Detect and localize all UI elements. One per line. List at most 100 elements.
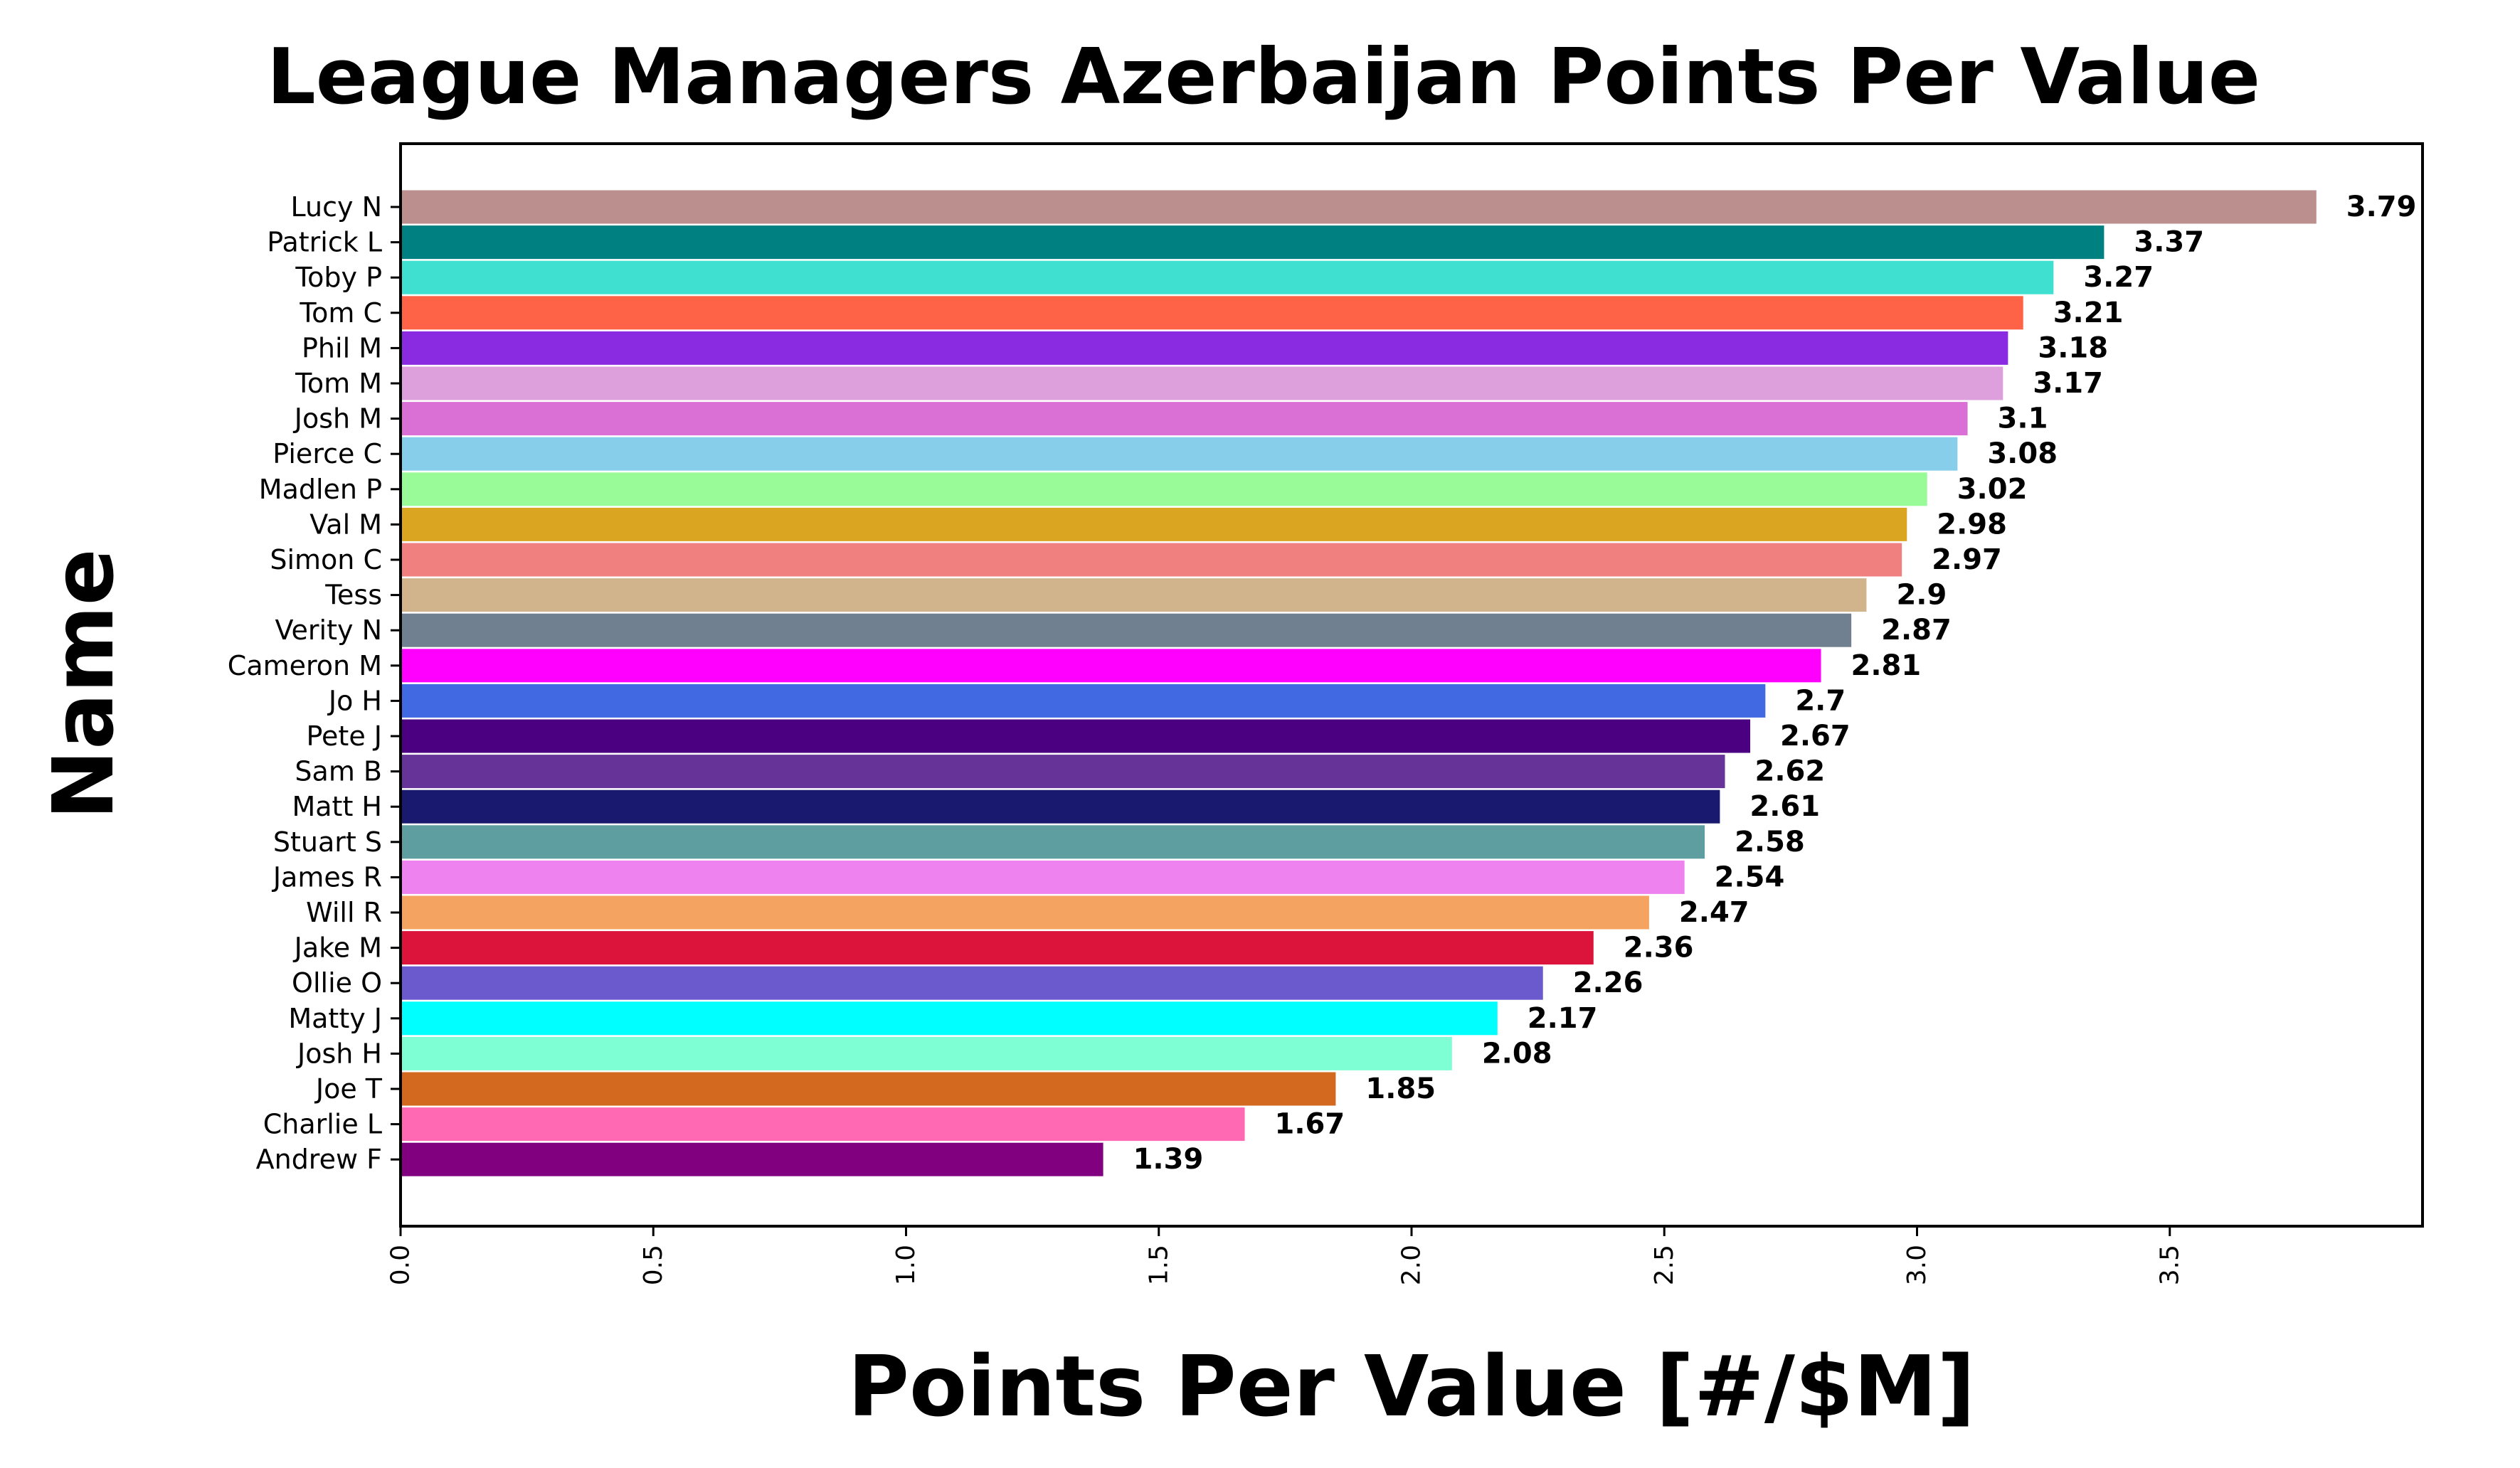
- value-label: 2.47: [1679, 896, 1749, 929]
- value-label: 2.54: [1715, 861, 1785, 893]
- category-label: Stuart S: [273, 826, 382, 858]
- category-label: Lucy N: [291, 191, 382, 223]
- category-label: Matt H: [292, 791, 382, 822]
- category-label: Andrew F: [256, 1144, 382, 1175]
- category-label: Madlen P: [259, 474, 382, 505]
- bar-andrew-f: [401, 1142, 1103, 1176]
- bar-tess: [401, 578, 1867, 612]
- category-label: Tess: [324, 580, 382, 611]
- plot-frame: [399, 142, 2424, 1228]
- bar-lucy-n: [401, 190, 2317, 224]
- bar-james-r: [401, 860, 1685, 894]
- x-tick-label: 0.0: [386, 1245, 415, 1285]
- value-label: 3.08: [1987, 437, 2058, 470]
- x-axis-label: Points Per Value [#/$M]: [848, 1337, 1976, 1435]
- x-tick-label: 1.0: [891, 1245, 921, 1285]
- bar-sam-b: [401, 755, 1725, 789]
- value-label: 3.18: [2038, 331, 2108, 364]
- category-label: Tom C: [299, 297, 382, 329]
- category-label: Tom M: [295, 368, 382, 399]
- bar-matt-h: [401, 789, 1720, 824]
- bar-toby-p: [401, 260, 2054, 294]
- category-label: Patrick L: [267, 227, 382, 258]
- value-label: 3.79: [2346, 191, 2417, 223]
- value-label: 2.08: [1482, 1037, 1552, 1070]
- category-label: Verity N: [275, 615, 383, 646]
- bar-will-r: [401, 895, 1649, 930]
- x-tick-label: 3.5: [2155, 1245, 2184, 1285]
- value-label: 2.61: [1749, 790, 1820, 823]
- value-label: 2.7: [1795, 684, 1846, 717]
- bar-jake-m: [401, 931, 1594, 965]
- x-ticks: 0.0 0.5 1.0 1.5 2.0 2.5 3.0 3.5: [386, 1226, 2184, 1285]
- category-label: Simon C: [270, 544, 382, 575]
- bar-ollie-o: [401, 966, 1543, 1000]
- bar-verity-n: [401, 613, 1852, 647]
- bar-charlie-l: [401, 1107, 1245, 1142]
- category-label: Matty J: [288, 1003, 382, 1034]
- category-label: Josh H: [296, 1038, 382, 1069]
- category-label: James R: [272, 861, 382, 893]
- category-label: Jo H: [327, 685, 382, 716]
- bar-pierce-c: [401, 437, 1958, 471]
- value-label: 1.85: [1365, 1073, 1436, 1105]
- value-labels: 3.793.373.273.213.183.173.13.083.022.982…: [1133, 191, 2417, 1176]
- category-label: Cameron M: [228, 650, 382, 681]
- bar-simon-c: [401, 543, 1902, 577]
- category-label: Pierce C: [272, 438, 382, 469]
- category-label: Jake M: [293, 932, 382, 964]
- value-label: 1.39: [1133, 1143, 1204, 1176]
- value-label: 3.27: [2083, 261, 2154, 294]
- bar-tom-m: [401, 366, 2003, 400]
- value-label: 2.9: [1896, 579, 1947, 612]
- category-label: Joe T: [314, 1073, 383, 1105]
- value-label: 1.67: [1275, 1108, 1345, 1141]
- value-label: 2.97: [1932, 543, 2002, 576]
- value-label: 3.1: [1998, 403, 2048, 435]
- bar-tom-c: [401, 296, 2023, 330]
- bar-josh-m: [401, 402, 1968, 436]
- chart-title: League Managers Azerbaijan Points Per Va…: [267, 33, 2260, 122]
- x-tick-label: 2.5: [1650, 1245, 1679, 1285]
- value-label: 2.17: [1528, 1002, 1598, 1035]
- value-label: 3.37: [2134, 226, 2204, 259]
- value-label: 2.58: [1735, 826, 1805, 858]
- bar-josh-h: [401, 1036, 1452, 1070]
- y-axis-label: Name: [34, 548, 132, 819]
- bar-pete-j: [401, 719, 1751, 753]
- value-label: 3.02: [1957, 473, 2028, 506]
- value-label: 2.67: [1780, 720, 1851, 752]
- bar-jo-h: [401, 684, 1766, 718]
- category-label: Pete J: [306, 720, 382, 752]
- category-label: Val M: [309, 509, 382, 540]
- bar-cameron-m: [401, 649, 1821, 683]
- x-tick-label: 1.5: [1144, 1245, 1173, 1285]
- value-label: 2.36: [1624, 932, 1694, 964]
- bar-stuart-s: [401, 825, 1705, 859]
- value-label: 3.17: [2033, 367, 2103, 400]
- value-label: 3.21: [2053, 297, 2124, 329]
- category-label: Josh M: [293, 403, 382, 435]
- bar-matty-j: [401, 1001, 1498, 1036]
- category-label: Will R: [306, 897, 382, 928]
- bar-val-m: [401, 507, 1907, 541]
- x-tick-label: 0.5: [639, 1245, 668, 1285]
- category-label: Sam B: [295, 756, 382, 787]
- bar-joe-t: [401, 1072, 1336, 1106]
- category-label: Toby P: [295, 262, 382, 293]
- value-label: 2.62: [1755, 755, 1826, 788]
- bar-madlen-p: [401, 472, 1927, 506]
- bars-group: [401, 190, 2317, 1176]
- bar-phil-m: [401, 331, 2008, 365]
- value-label: 2.26: [1573, 967, 1643, 999]
- bar-patrick-l: [401, 225, 2105, 260]
- value-label: 2.98: [1937, 508, 2007, 541]
- x-tick-label: 2.0: [1397, 1245, 1426, 1285]
- category-label: Ollie O: [292, 967, 382, 999]
- category-label: Charlie L: [263, 1109, 382, 1140]
- x-tick-label: 3.0: [1902, 1245, 1932, 1285]
- value-label: 2.87: [1881, 614, 1952, 647]
- value-label: 2.81: [1851, 649, 1922, 682]
